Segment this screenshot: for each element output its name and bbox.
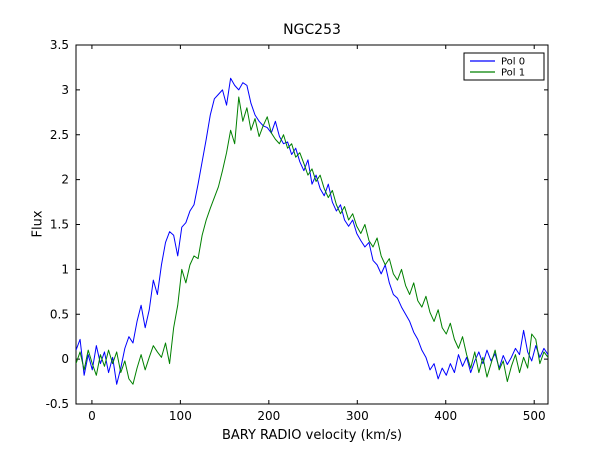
x-tick-label: 300 bbox=[346, 409, 369, 423]
y-tick-label: 0.5 bbox=[50, 307, 69, 321]
y-tick-label: 2.5 bbox=[50, 128, 69, 142]
y-tick-label: 3.5 bbox=[50, 38, 69, 52]
x-tick-label: 0 bbox=[88, 409, 96, 423]
y-tick-label: 2 bbox=[61, 173, 69, 187]
y-tick-label: 0 bbox=[61, 352, 69, 366]
y-axis-label: Flux bbox=[30, 210, 46, 238]
x-tick-label: 100 bbox=[169, 409, 192, 423]
axes-frame bbox=[75, 44, 549, 405]
chart-title: NGC253 bbox=[283, 22, 341, 38]
x-axis-label: BARY RADIO velocity (km/s) bbox=[221, 428, 403, 443]
y-tick-label: -0.5 bbox=[46, 397, 69, 411]
legend-label-pol-0: Pol 0 bbox=[501, 57, 525, 68]
legend-box bbox=[463, 52, 545, 81]
y-tick-label: 3 bbox=[61, 83, 69, 97]
series-line-pol-1 bbox=[76, 96, 548, 385]
legend-label-pol-1: Pol 1 bbox=[501, 68, 525, 79]
series-line-pol-0 bbox=[76, 77, 548, 385]
y-tick-label: 1.5 bbox=[50, 218, 69, 232]
y-tick-label: 1 bbox=[61, 262, 69, 276]
x-tick-label: 500 bbox=[523, 409, 546, 423]
x-tick-label: 400 bbox=[434, 409, 457, 423]
x-tick-label: 200 bbox=[257, 409, 280, 423]
